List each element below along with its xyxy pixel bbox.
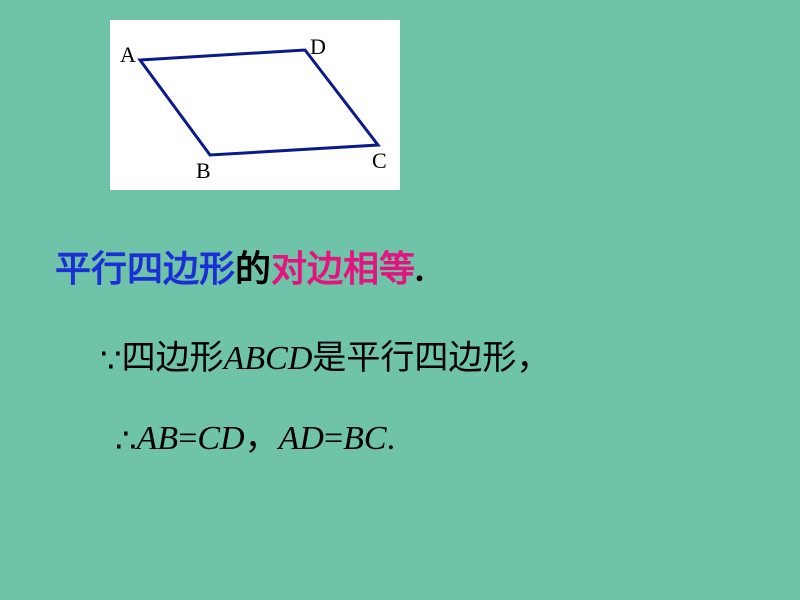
because-symbol: ∵ [100, 341, 122, 381]
eq2-eq: = [324, 420, 343, 457]
premise-text-1: 四边形 [122, 340, 224, 377]
theorem-part-3: 对边相等 [271, 249, 415, 289]
slide: A B C D 平行四边形的对边相等. ∵四边形ABCD是平行四边形， ∴AB=… [0, 0, 800, 600]
premise-text-2: 是平行四边形， [312, 340, 550, 377]
therefore-symbol: ∴ [115, 421, 137, 461]
vertex-label-b: B [196, 158, 211, 184]
premise-abcd: ABCD [224, 340, 313, 377]
vertex-label-c: C [372, 148, 387, 174]
eq1-eq: = [178, 420, 197, 457]
theorem-part-2: 的 [235, 249, 271, 289]
theorem-part-1: 平行四边形 [55, 249, 235, 289]
theorem-part-4: . [415, 249, 424, 289]
eq2-rhs: BC [343, 420, 386, 457]
vertex-label-a: A [120, 42, 136, 68]
proof-conclusion: ∴AB=CD，AD=BC. [115, 410, 395, 461]
eq1-rhs: CD [197, 420, 244, 457]
conclusion-comma: ， [245, 420, 279, 457]
eq1-lhs: AB [137, 420, 179, 457]
eq2-lhs: AD [279, 420, 324, 457]
diagram-parallelogram: A B C D [110, 20, 400, 190]
theorem-statement: 平行四边形的对边相等. [55, 240, 424, 292]
parallelogram-svg [110, 20, 400, 190]
proof-premise: ∵四边形ABCD是平行四边形， [100, 330, 550, 381]
conclusion-period: . [387, 420, 396, 457]
vertex-label-d: D [310, 34, 326, 60]
